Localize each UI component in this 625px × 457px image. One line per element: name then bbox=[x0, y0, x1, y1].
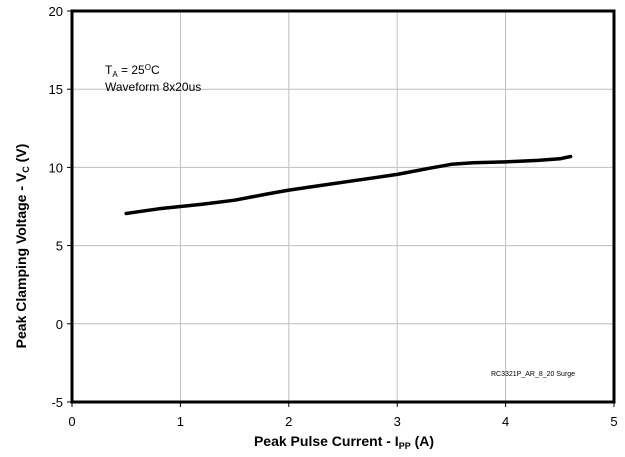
x-axis-title-unit: (A) bbox=[411, 433, 434, 449]
grid-lines bbox=[72, 11, 614, 402]
temp-unit: C bbox=[151, 63, 160, 77]
chart-id-watermark: RC3321P_AR_8_20 Surge bbox=[491, 371, 575, 378]
x-axis-title-sub: PP bbox=[399, 441, 411, 451]
y-axis-title: Peak Clamping Voltage - VC (V) bbox=[13, 144, 31, 349]
y-tick-label-4: 15 bbox=[49, 82, 63, 97]
y-tick-label-0: -5 bbox=[51, 395, 63, 410]
x-tick-labels: 0 1 2 3 4 5 bbox=[68, 402, 618, 429]
y-axis-title-sub: C bbox=[21, 166, 31, 173]
x-axis-title: Peak Pulse Current - IPP (A) bbox=[254, 433, 434, 451]
temp-subscript: A bbox=[112, 70, 118, 79]
plot-frame bbox=[70, 9, 616, 404]
x-tick-label-0: 0 bbox=[68, 414, 75, 429]
y-tick-labels: -5 0 5 10 15 20 bbox=[49, 4, 72, 410]
series-layer bbox=[124, 154, 573, 216]
y-tick-label-3: 10 bbox=[49, 160, 63, 175]
temp-value: = 25 bbox=[118, 63, 145, 77]
y-tick-label-1: 0 bbox=[56, 317, 63, 332]
x-tick-label-2: 2 bbox=[285, 414, 292, 429]
x-tick-label-5: 5 bbox=[610, 414, 617, 429]
y-tick-label-5: 20 bbox=[49, 4, 63, 19]
x-tick-label-3: 3 bbox=[394, 414, 401, 429]
temperature-annotation: TA = 25OC bbox=[105, 63, 160, 79]
series-line-0 bbox=[124, 154, 573, 216]
x-tick-label-4: 4 bbox=[502, 414, 509, 429]
temp-degree: O bbox=[145, 63, 151, 72]
y-axis-title-unit: (V) bbox=[13, 144, 29, 167]
temp-prefix: T bbox=[105, 63, 113, 77]
x-axis-title-main: Peak Pulse Current - I bbox=[254, 433, 399, 449]
y-tick-label-2: 5 bbox=[56, 239, 63, 254]
y-axis-title-main: Peak Clamping Voltage - V bbox=[13, 172, 29, 348]
x-tick-label-1: 1 bbox=[177, 414, 184, 429]
waveform-annotation: Waveform 8x20us bbox=[105, 80, 201, 94]
